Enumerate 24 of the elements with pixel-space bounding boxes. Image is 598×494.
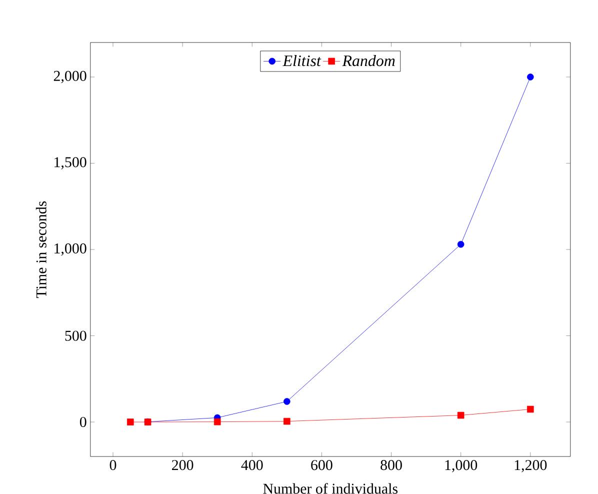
x-tick-label: 400	[241, 460, 263, 470]
legend-label: Random	[342, 54, 395, 66]
y-tick-label: 500	[65, 330, 86, 341]
y-tick-label: 1,500	[54, 157, 86, 170]
point	[214, 418, 221, 426]
y-tick-label: 2,000	[54, 70, 86, 84]
legend-label: Elitist	[282, 54, 322, 66]
point	[126, 418, 134, 426]
point	[457, 412, 464, 419]
point	[526, 74, 534, 80]
x-tick-label: 200	[172, 460, 194, 470]
y-axis-title: Time in seconds	[36, 201, 46, 298]
x-tick-label: 800	[380, 460, 402, 470]
point	[457, 240, 464, 248]
y-tick-label: 1,000	[54, 243, 86, 256]
point	[526, 406, 534, 413]
x-tick-label: 1,000	[445, 460, 478, 472]
point	[284, 418, 290, 425]
point	[284, 398, 290, 405]
y-tick-label: 0	[80, 416, 86, 428]
x-tick-label: 1,200	[514, 460, 547, 472]
x-tick-label: 600	[311, 460, 332, 470]
x-axis-title: Number of individuals	[263, 483, 398, 494]
x-tick-label: 0	[110, 460, 116, 470]
